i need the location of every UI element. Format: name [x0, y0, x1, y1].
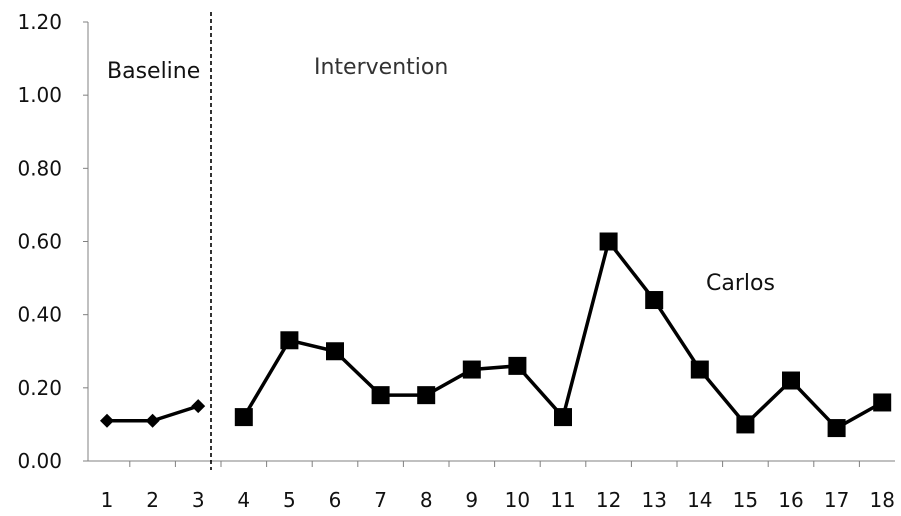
data-point-square	[873, 393, 892, 412]
x-tick-label: 2	[146, 488, 159, 512]
data-point-square	[782, 371, 800, 390]
x-tick-label: 3	[192, 488, 205, 512]
x-tick-label: 11	[550, 488, 575, 512]
x-tick-label: 4	[237, 488, 250, 512]
data-point-square	[234, 408, 253, 427]
data-point-square	[599, 232, 618, 251]
x-tick-label: 16	[778, 488, 803, 512]
y-tick-label: 0.60	[17, 230, 62, 254]
intervention-label: Intervention	[314, 55, 448, 80]
data-point-diamond	[145, 413, 160, 428]
data-point-square	[462, 360, 481, 379]
data-point-square	[690, 360, 709, 379]
data-point-square	[371, 386, 390, 405]
y-axis-ticks: 0.00 0.20 0.40 0.60 0.80 1.00 1.20	[17, 10, 88, 473]
x-tick-label: 14	[687, 488, 712, 512]
x-tick-label: 8	[420, 488, 433, 512]
x-tick-label: 18	[869, 488, 894, 512]
x-tick-label: 10	[505, 488, 530, 512]
y-tick-label: 1.00	[17, 83, 62, 107]
data-point-square	[326, 342, 344, 361]
data-point-square	[508, 356, 527, 375]
participant-label: Carlos	[706, 271, 775, 296]
y-tick-label: 0.80	[17, 156, 62, 180]
data-point-square	[554, 408, 572, 427]
data-point-square	[417, 386, 436, 405]
baseline-label: Baseline	[107, 59, 200, 84]
x-tick-label: 7	[374, 488, 387, 512]
y-tick-label: 0.00	[17, 449, 62, 473]
x-tick-label: 5	[283, 488, 296, 512]
data-point-diamond	[100, 413, 114, 428]
series-layer	[100, 232, 892, 438]
y-tick-label: 0.40	[17, 303, 62, 327]
data-point-square	[827, 419, 846, 438]
x-tick-label: 17	[824, 488, 849, 512]
x-tick-label: 6	[329, 488, 342, 512]
x-tick-label: 9	[465, 488, 478, 512]
x-tick-label: 12	[596, 488, 621, 512]
y-tick-label: 1.20	[17, 10, 62, 34]
series-line-intervention	[242, 239, 884, 430]
y-tick-label: 0.20	[17, 376, 62, 400]
x-tick-label: 13	[641, 488, 666, 512]
data-point-square	[645, 291, 664, 310]
x-axis-ticks: 1 2 3 4 5 6 7 8 9 10 11 12 13 14 15 16 17 18	[101, 461, 895, 512]
data-point-square	[736, 415, 755, 434]
data-point-square	[280, 331, 299, 350]
data-point-diamond	[191, 399, 206, 414]
x-tick-label: 1	[101, 488, 114, 512]
x-tick-label: 15	[733, 488, 758, 512]
